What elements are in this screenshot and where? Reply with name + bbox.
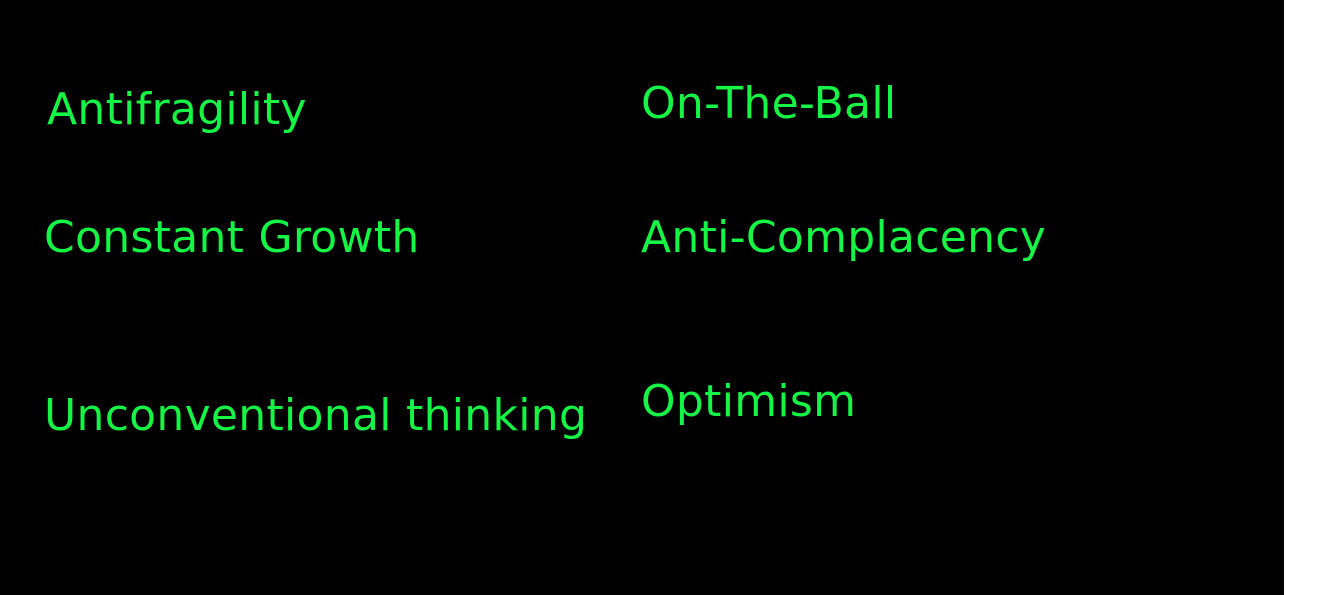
value-on-the-ball: On-The-Ball xyxy=(641,78,897,129)
value-antifragility: Antifragility xyxy=(47,84,307,135)
value-anti-complacency: Anti-Complacency xyxy=(641,212,1047,263)
values-panel: Antifragility On-The-Ball Constant Growt… xyxy=(0,0,1284,595)
value-constant-growth: Constant Growth xyxy=(44,212,420,263)
value-unconventional-thinking: Unconventional thinking xyxy=(44,390,588,441)
value-optimism: Optimism xyxy=(641,376,857,427)
